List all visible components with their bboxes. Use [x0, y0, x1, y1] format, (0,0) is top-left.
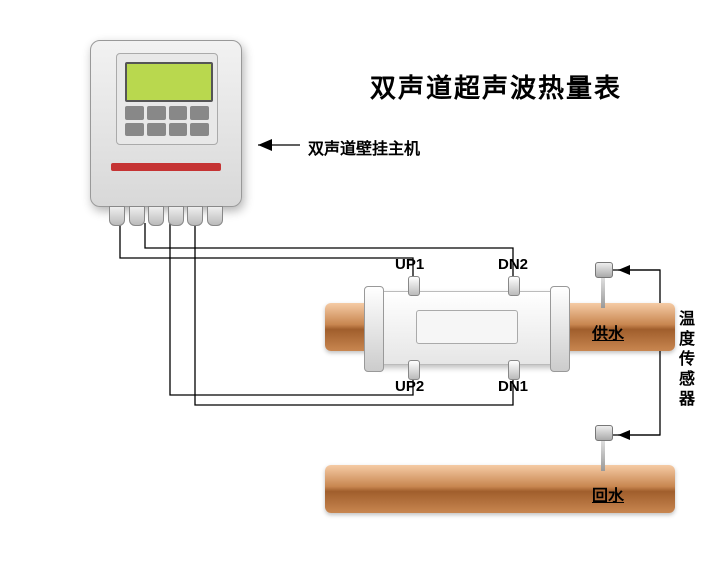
- flange-left: [364, 286, 384, 372]
- temperature-sensor-label: 温度传感器: [672, 310, 696, 410]
- nameplate: [416, 310, 518, 344]
- device-brand-strip: [111, 163, 221, 171]
- cable-glands: [109, 206, 223, 224]
- probe-label-dn2: DN2: [498, 256, 528, 273]
- pipe-label-return: 回水: [592, 482, 624, 506]
- device-front-panel: [116, 53, 218, 145]
- probe-dn2: [508, 276, 520, 296]
- flow-meter-body: [375, 291, 559, 365]
- temperature-sensor-return: [595, 425, 611, 469]
- probe-up2: [408, 360, 420, 380]
- probe-dn1: [508, 360, 520, 380]
- pipe-label-supply: 供水: [592, 320, 624, 344]
- diagram-title: 双声道超声波热量表: [370, 68, 622, 105]
- probe-label-dn1: DN1: [498, 378, 528, 395]
- flange-right: [550, 286, 570, 372]
- temperature-sensor-supply: [595, 262, 611, 306]
- probe-label-up1: UP1: [395, 256, 424, 273]
- host-label: 双声道壁挂主机: [308, 135, 420, 159]
- lcd-screen: [125, 62, 213, 102]
- probe-up1: [408, 276, 420, 296]
- diagram-canvas: 双声道超声波热量表 双声道壁挂主机 UP1 DN2 UP2 DN1 供水 回水 …: [0, 0, 709, 567]
- probe-label-up2: UP2: [395, 378, 424, 395]
- host-device: [90, 40, 242, 207]
- keypad: [125, 106, 209, 136]
